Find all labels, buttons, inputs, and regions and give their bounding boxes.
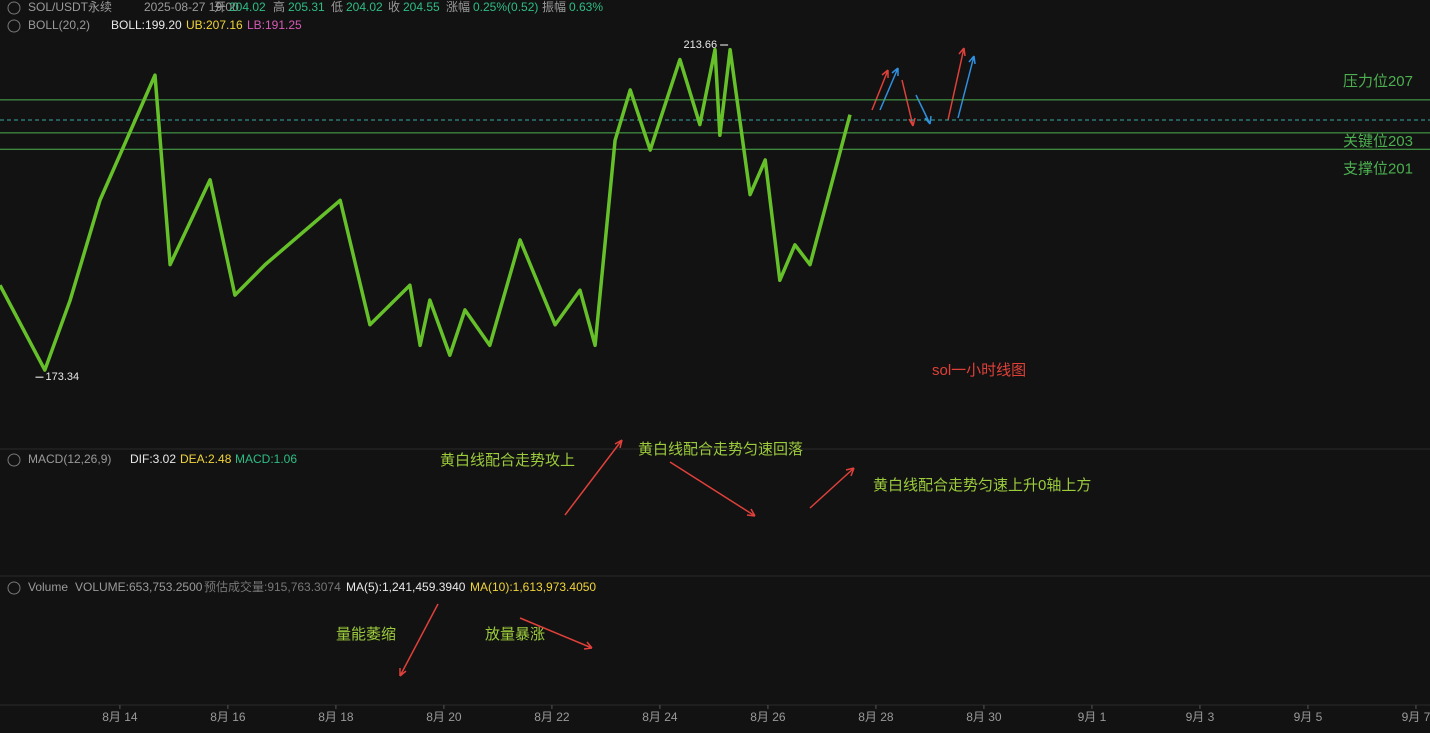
indicator-value: LB:191.25 bbox=[247, 18, 302, 32]
label: 振幅 bbox=[542, 0, 566, 14]
annotation: 黄白线配合走势攻上 bbox=[440, 452, 575, 469]
x-tick-label: 8月 24 bbox=[642, 710, 678, 724]
drawn-arrows bbox=[399, 47, 976, 677]
indicator-value: DIF:3.02 bbox=[130, 452, 176, 466]
collapse-icon[interactable] bbox=[7, 19, 21, 33]
x-tick-label: 8月 18 bbox=[318, 710, 354, 724]
annotation: 放量暴涨 bbox=[485, 626, 545, 643]
level-label: 压力位207 bbox=[1343, 73, 1413, 90]
x-tick-label: 8月 26 bbox=[750, 710, 786, 724]
collapse-icon[interactable] bbox=[7, 581, 21, 595]
label: 收 bbox=[388, 0, 400, 14]
x-tick-label: 9月 3 bbox=[1186, 710, 1215, 724]
annotation: 黄白线配合走势匀速上升0轴上方 bbox=[873, 477, 1091, 494]
value: 204.02 bbox=[346, 0, 383, 14]
value: 0.25%(0.52) bbox=[473, 0, 538, 14]
label: 涨幅 bbox=[446, 0, 470, 14]
indicator-value: BOLL:199.20 bbox=[111, 18, 182, 32]
chart-title: sol一小时线图 bbox=[932, 362, 1026, 379]
extreme-label: 213.66 bbox=[683, 39, 717, 51]
indicator-value: 预估成交量:915,763.3074 bbox=[204, 579, 341, 594]
indicator-value: MA(5):1,241,459.3940 bbox=[346, 580, 466, 594]
indicator-value: MACD:1.06 bbox=[235, 452, 297, 466]
x-tick-label: 8月 22 bbox=[534, 710, 570, 724]
indicator-value: DEA:2.48 bbox=[180, 452, 232, 466]
x-tick-label: 9月 5 bbox=[1294, 710, 1323, 724]
value: 0.63% bbox=[569, 0, 603, 14]
level-label: 关键位203 bbox=[1343, 133, 1413, 150]
annotation: 黄白线配合走势匀速回落 bbox=[638, 441, 803, 458]
x-tick-label: 8月 14 bbox=[102, 710, 138, 724]
trend-line bbox=[0, 47, 852, 372]
x-tick-label: 8月 28 bbox=[858, 710, 894, 724]
x-tick-label: 8月 30 bbox=[966, 710, 1002, 724]
value: 205.31 bbox=[288, 0, 325, 14]
x-tick-label: 9月 7 bbox=[1402, 710, 1430, 724]
x-tick-label: 8月 20 bbox=[426, 710, 462, 724]
value: 204.02 bbox=[229, 0, 266, 14]
symbol: SOL/USDT永续 bbox=[28, 0, 112, 14]
indicator-name: Volume bbox=[28, 580, 68, 594]
indicator-value: VOLUME:653,753.2500 bbox=[75, 580, 203, 594]
extreme-label: 173.34 bbox=[45, 371, 79, 383]
indicator-name: MACD(12,26,9) bbox=[28, 452, 111, 466]
x-tick-label: 9月 1 bbox=[1078, 710, 1107, 724]
label: 开 bbox=[214, 0, 226, 14]
indicator-value: UB:207.16 bbox=[186, 18, 243, 32]
indicator-name: BOLL(20,2) bbox=[28, 18, 90, 32]
collapse-icon[interactable] bbox=[7, 453, 21, 467]
collapse-icon[interactable] bbox=[7, 1, 21, 15]
x-tick-label: 8月 16 bbox=[210, 710, 246, 724]
time: 2025-08-27 19:00 bbox=[144, 0, 239, 14]
annotation: 量能萎缩 bbox=[336, 626, 396, 643]
level-label: 支撑位201 bbox=[1343, 160, 1413, 177]
label: 低 bbox=[331, 0, 343, 14]
value: 204.55 bbox=[403, 0, 440, 14]
indicator-value: MA(10):1,613,973.4050 bbox=[470, 580, 596, 594]
label: 高 bbox=[273, 0, 285, 14]
